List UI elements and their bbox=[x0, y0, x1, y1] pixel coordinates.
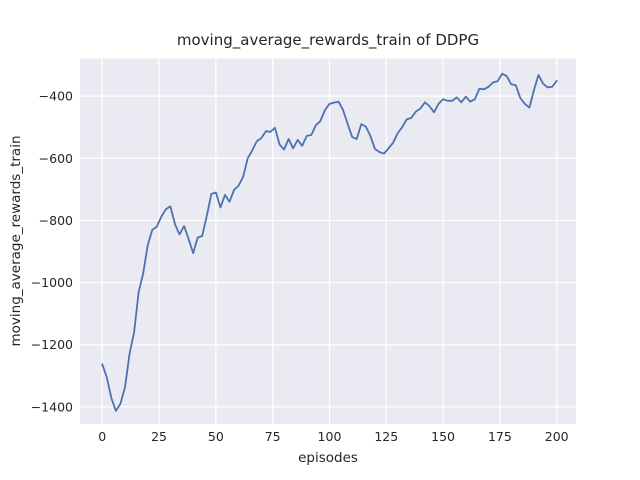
x-axis-label: episodes bbox=[298, 450, 358, 466]
x-tick-label: 50 bbox=[208, 429, 224, 444]
line-series bbox=[101, 72, 558, 412]
y-axis-label: moving_average_rewards_train bbox=[8, 135, 24, 346]
y-tick-label: −1200 bbox=[31, 337, 73, 352]
chart-title: moving_average_rewards_train of DDPG bbox=[177, 31, 479, 50]
gridlines bbox=[80, 58, 576, 424]
y-tick-label: −400 bbox=[39, 89, 73, 104]
x-tick-label: 75 bbox=[265, 429, 281, 444]
x-tick-label: 125 bbox=[374, 429, 398, 444]
x-tick-label: 150 bbox=[431, 429, 455, 444]
plot-area bbox=[80, 58, 576, 424]
x-tick-label: 200 bbox=[545, 429, 569, 444]
x-tick-label: 175 bbox=[488, 429, 512, 444]
x-axis-tick-labels: 0 25 50 75 100 125 150 175 200 bbox=[98, 429, 568, 444]
y-tick-label: −600 bbox=[39, 151, 73, 166]
y-tick-label: −1400 bbox=[31, 399, 73, 414]
x-tick-label: 0 bbox=[98, 429, 106, 444]
y-tick-label: −800 bbox=[39, 213, 73, 228]
x-tick-label: 100 bbox=[318, 429, 342, 444]
y-axis-tick-labels: −400 −600 −800 −1000 −1200 −1400 bbox=[31, 89, 73, 415]
y-tick-label: −1000 bbox=[31, 275, 73, 290]
x-tick-label: 25 bbox=[151, 429, 167, 444]
